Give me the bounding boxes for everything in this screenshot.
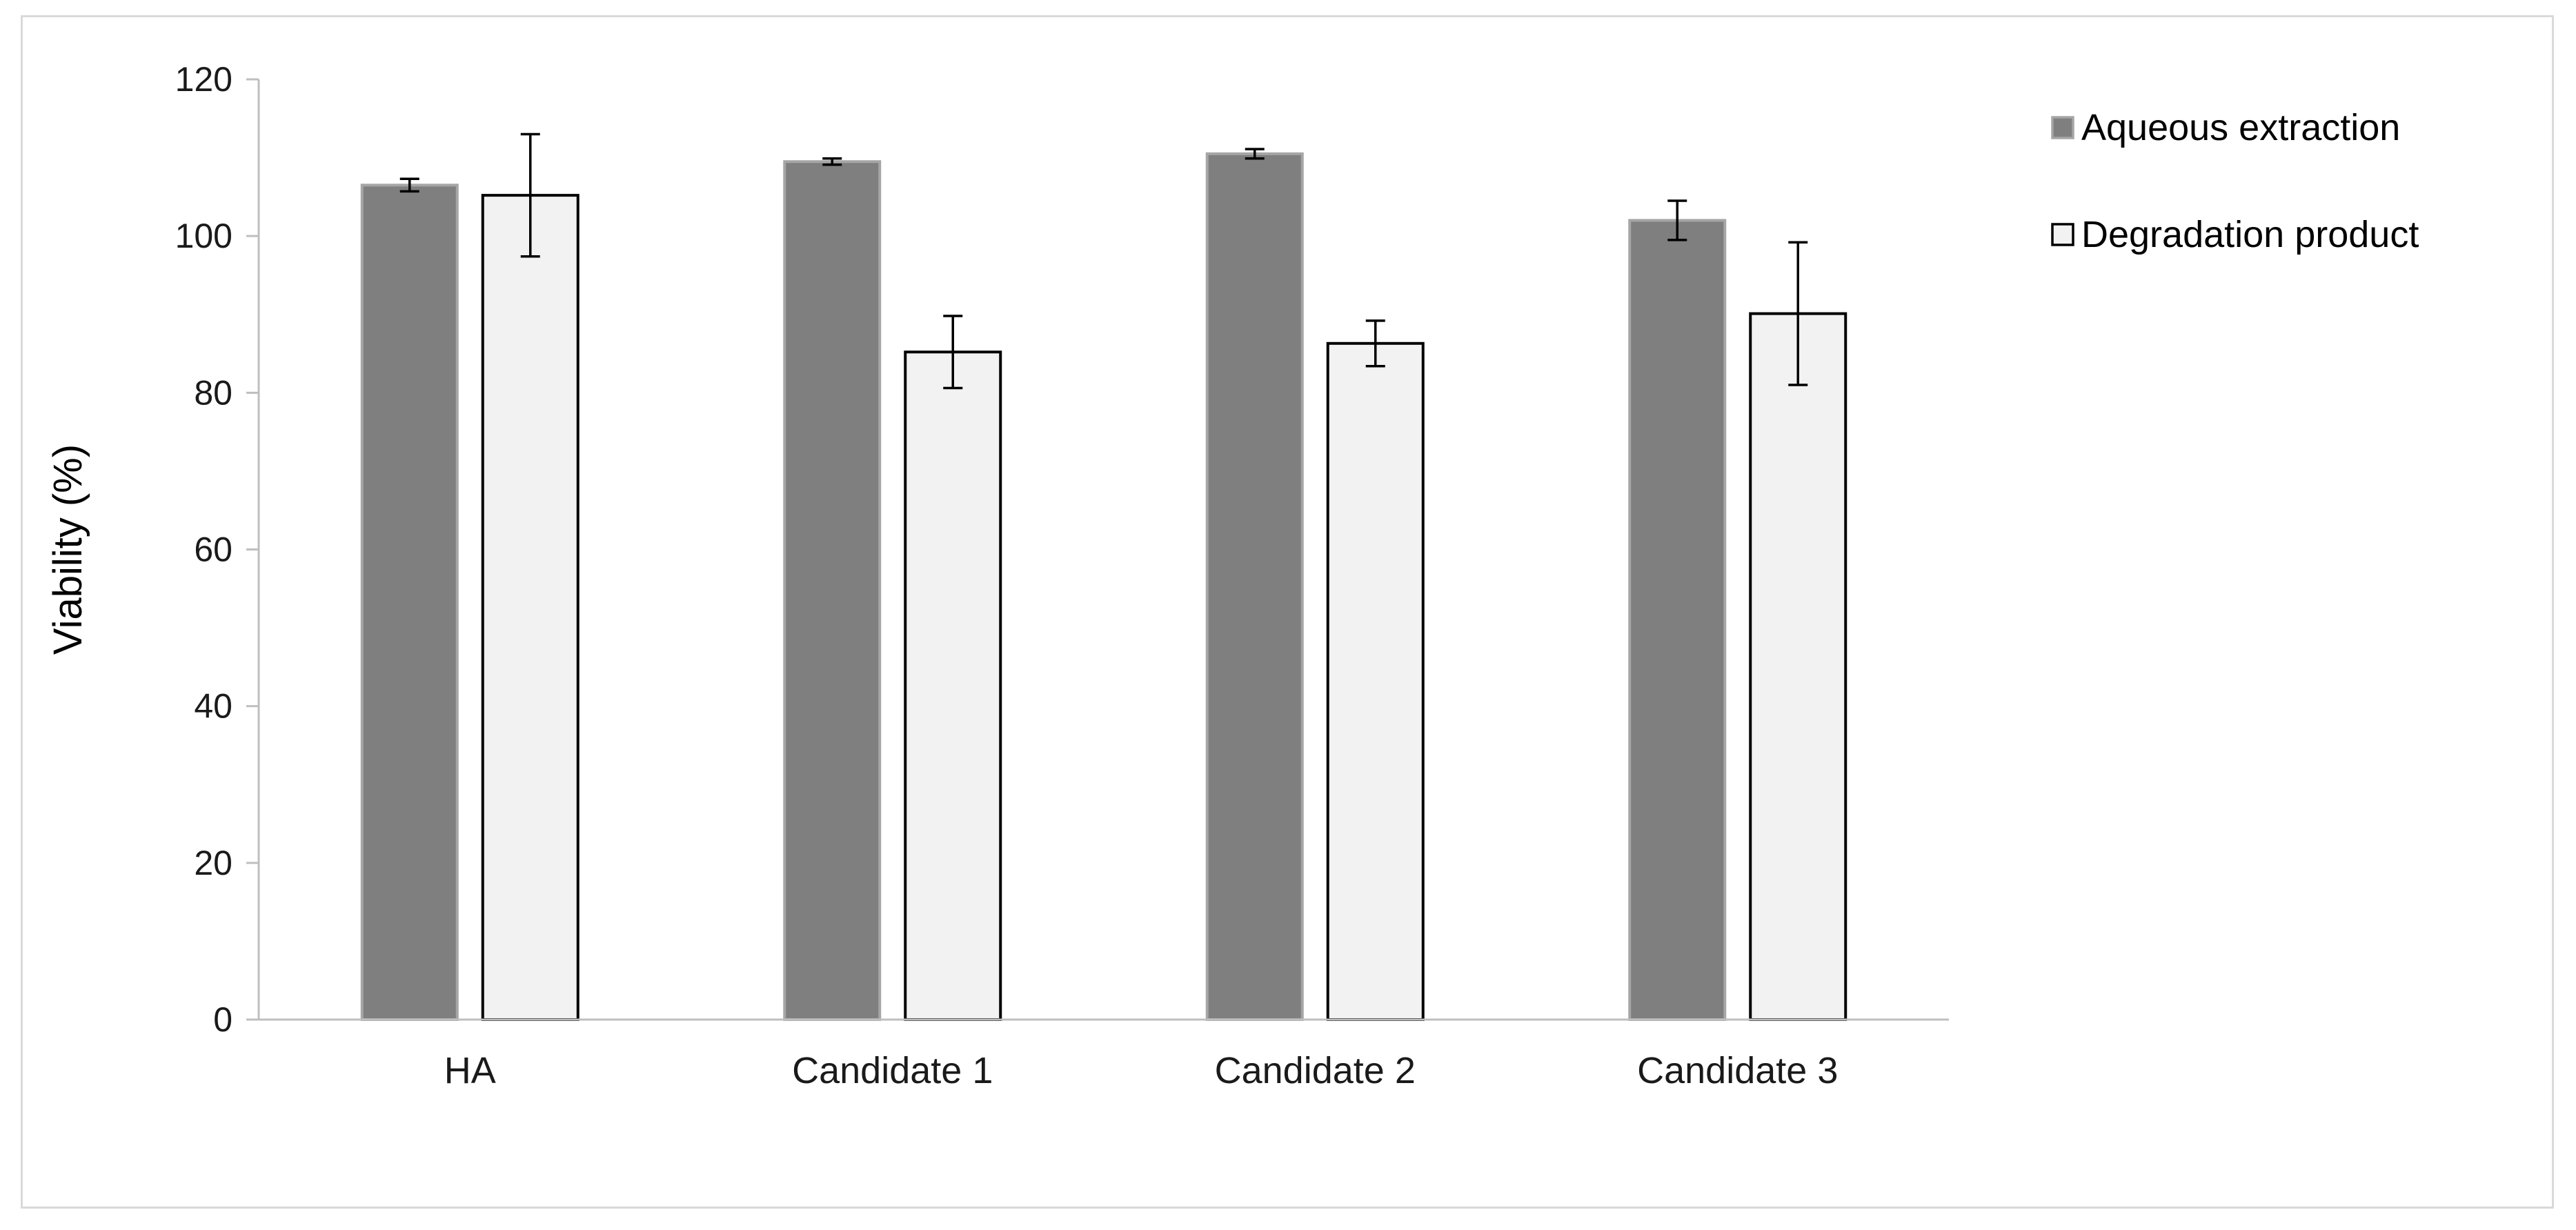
error-bars-layer [399, 132, 1808, 390]
bar [783, 160, 882, 1022]
y-tick-label: 100 [175, 217, 232, 255]
bar [481, 194, 579, 1021]
legend: Aqueous extraction Degradation product [2051, 107, 2419, 255]
legend-label: Degradation product [2081, 214, 2419, 255]
y-axis-ticks: 0 20 40 60 80 100 120 [175, 60, 259, 1039]
x-axis-labels: HA Candidate 1 Candidate 2 Candidate 3 [444, 1050, 1839, 1091]
y-tick-label: 40 [194, 687, 232, 726]
y-tick-label: 0 [213, 1000, 232, 1039]
x-category-label: Candidate 3 [1637, 1050, 1838, 1091]
legend-label: Aqueous extraction [2081, 107, 2400, 148]
legend-swatch [2051, 223, 2074, 246]
x-category-label: Candidate 2 [1215, 1050, 1416, 1091]
axes-layer [257, 79, 1949, 1021]
y-tick-label: 120 [175, 60, 232, 99]
bar [360, 183, 459, 1021]
y-tick-label: 60 [194, 530, 232, 569]
y-tick-label: 80 [194, 373, 232, 412]
x-category-label: HA [444, 1050, 496, 1091]
legend-swatch [2051, 116, 2074, 139]
bar [1326, 341, 1425, 1022]
bar [904, 350, 1002, 1021]
bar [1749, 312, 1847, 1021]
bar [1205, 152, 1304, 1021]
bar [1628, 219, 1727, 1022]
bars-layer [360, 152, 1847, 1022]
y-axis-title: Viability (%) [46, 444, 90, 655]
y-tick-label: 20 [194, 844, 232, 882]
x-category-label: Candidate 1 [792, 1050, 993, 1091]
